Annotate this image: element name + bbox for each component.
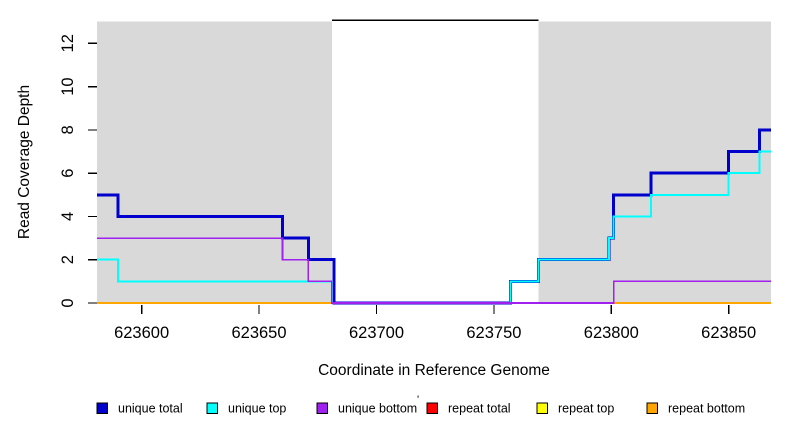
- legend-label-unique-top: unique top: [228, 402, 286, 416]
- legend-swatch-repeat-total: [426, 402, 438, 414]
- legend-swatch-unique-top: [206, 402, 218, 414]
- legend-swatch-unique-bottom: [316, 402, 328, 414]
- y-tick-label: 8: [59, 125, 77, 134]
- left-shaded-region: [97, 21, 332, 303]
- x-tick-label: 623600: [114, 324, 169, 342]
- x-axis-title: Coordinate in Reference Genome: [318, 362, 550, 379]
- legend-label-repeat-top: repeat top: [558, 402, 614, 416]
- legend-label-repeat-total: repeat total: [448, 402, 511, 416]
- legend-swatch-unique-total: [96, 402, 108, 414]
- y-axis-title: Read Coverage Depth: [16, 85, 33, 239]
- legend-label-unique-bottom: unique bottom: [338, 402, 417, 416]
- series-line-unique-bottom: [97, 237, 771, 304]
- legend-swatch-repeat-top: [536, 402, 548, 414]
- legend-label-repeat-bottom: repeat bottom: [668, 402, 745, 416]
- right-shaded-region: [538, 21, 771, 303]
- y-tick-label: 0: [59, 298, 77, 307]
- legend-label-unique-total: unique total: [118, 402, 183, 416]
- x-tick-label: 623650: [231, 324, 286, 342]
- x-tick-label: 623750: [466, 324, 521, 342]
- legend-stray-mark: ': [417, 394, 419, 406]
- y-tick-label: 2: [59, 255, 77, 264]
- y-tick-label: 12: [59, 34, 77, 52]
- x-tick-label: 623700: [349, 324, 404, 342]
- x-tick-label: 623800: [584, 324, 639, 342]
- y-tick-label: 6: [59, 169, 77, 178]
- y-tick-label: 4: [59, 212, 77, 221]
- y-tick-label: 10: [59, 77, 77, 95]
- x-tick-label: 623850: [701, 324, 756, 342]
- legend-swatch-repeat-bottom: [646, 402, 658, 414]
